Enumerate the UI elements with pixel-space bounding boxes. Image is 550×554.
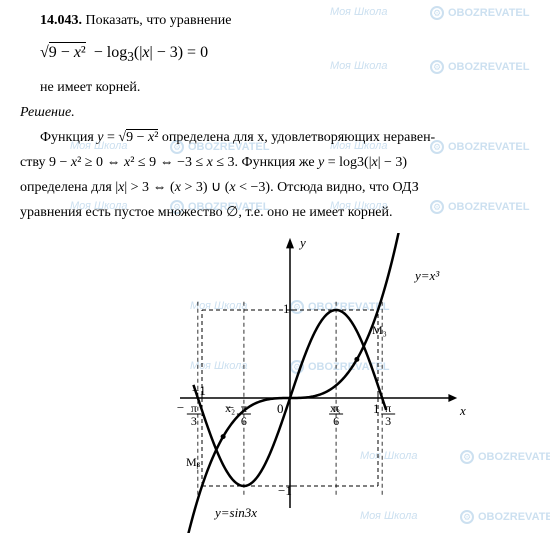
origin-label: 0 bbox=[277, 401, 284, 417]
tick-x2: x₂ bbox=[225, 401, 235, 416]
svg-text:π: π bbox=[241, 401, 247, 415]
svg-text:π: π bbox=[385, 401, 391, 415]
statement: не имеет корней. bbox=[20, 77, 530, 98]
tick-y-1: 1 bbox=[283, 301, 290, 317]
chart: π6π3π6−π3− y x y=x³ y=sin3x 0 1 −1 1 −1 … bbox=[160, 233, 480, 533]
svg-text:6: 6 bbox=[333, 414, 339, 428]
label-m3: M₃ bbox=[372, 323, 387, 338]
svg-text:π: π bbox=[191, 401, 197, 415]
tick-x-neg1: −1 bbox=[192, 383, 206, 399]
solution-line-2: ству 9 − x² ≥ 0 ⇔ x² ≤ 9 ⇔ −3 ≤ x ≤ 3. Ф… bbox=[20, 152, 530, 173]
svg-text:6: 6 bbox=[241, 414, 247, 428]
y-axis-label: y bbox=[300, 235, 306, 251]
svg-text:−: − bbox=[177, 400, 184, 415]
tick-x3: x₃ bbox=[330, 401, 340, 416]
tick-x-1: 1 bbox=[373, 401, 380, 417]
problem-number: 14.043. bbox=[40, 13, 82, 28]
solution-line-3: определена для |x| > 3 ⇔ (x > 3) ∪ (x < … bbox=[20, 177, 530, 198]
curve-sine-label: y=sin3x bbox=[215, 505, 257, 521]
solution-label: Решение. bbox=[20, 102, 530, 123]
x-axis-label: x bbox=[460, 403, 466, 419]
curve-cubic-label: y=x³ bbox=[415, 268, 439, 284]
svg-text:3: 3 bbox=[385, 414, 391, 428]
solution-line-1: Функция y = √9 − x² определена для x, уд… bbox=[20, 127, 530, 148]
task-text: Показать, что уравнение bbox=[86, 13, 232, 28]
tick-y-neg1: −1 bbox=[278, 483, 292, 499]
solution-line-4: уравнения есть пустое множество ∅, т.е. … bbox=[20, 202, 530, 223]
equation: √9 − x² − log3(|x| − 3) = 0 bbox=[20, 35, 530, 73]
label-mb: Mᵦ bbox=[186, 455, 200, 470]
svg-text:3: 3 bbox=[191, 414, 197, 428]
